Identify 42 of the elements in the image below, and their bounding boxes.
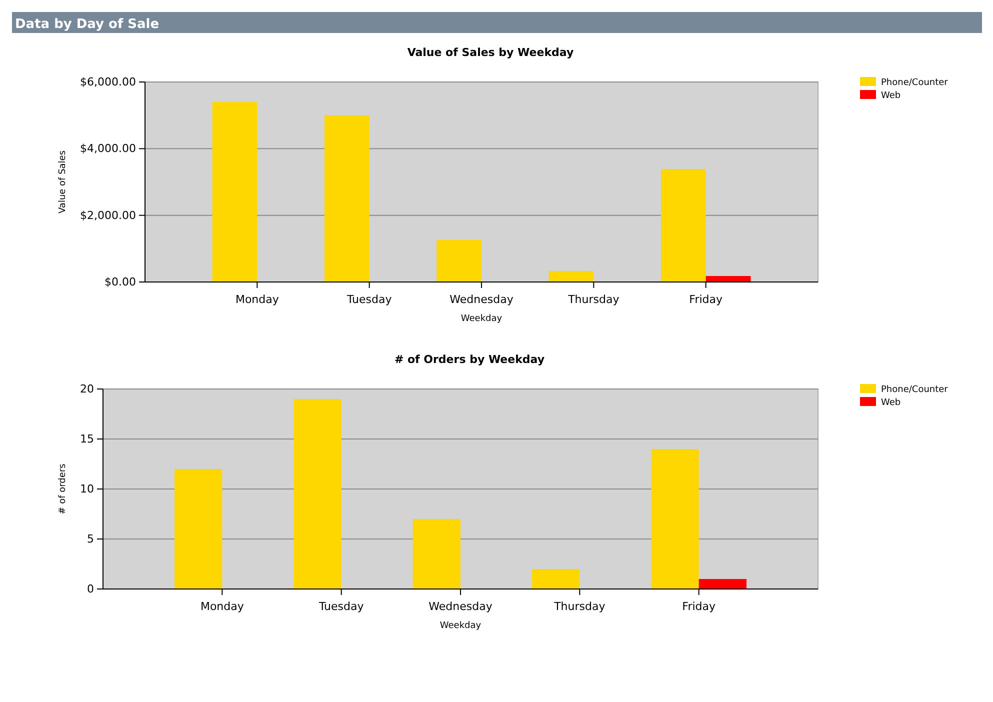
bar <box>174 469 222 589</box>
bar <box>651 449 699 589</box>
x-tick-label: Monday <box>235 293 280 306</box>
y-axis-title: # of orders <box>58 463 68 514</box>
y-tick-label: $4,000.00 <box>80 142 136 156</box>
bar <box>660 169 706 282</box>
chart-title: Value of Sales by Weekday <box>407 46 574 59</box>
x-tick-label: Tuesday <box>346 293 392 306</box>
bar <box>212 102 258 282</box>
y-tick-label: 10 <box>80 482 94 496</box>
legend-label: Web <box>881 91 901 101</box>
y-axis-title: Value of Sales <box>58 150 68 214</box>
y-tick-label: 15 <box>80 432 94 446</box>
bar <box>548 271 594 282</box>
x-tick-label: Monday <box>200 600 244 614</box>
x-tick-label: Thursday <box>553 600 606 614</box>
x-axis-title: Weekday <box>460 314 503 324</box>
text: Data by Day of Sale <box>15 17 160 32</box>
x-tick-label: Friday <box>689 293 723 306</box>
x-tick-label: Wednesday <box>428 600 493 614</box>
x-axis-title: Weekday <box>440 621 482 631</box>
bar <box>698 579 746 589</box>
chart-title: # of Orders by Weekday <box>394 353 545 366</box>
bar <box>412 519 460 589</box>
x-tick-label: Friday <box>682 600 716 614</box>
x-tick-label: Wednesday <box>450 293 514 306</box>
x-tick-label: Thursday <box>567 293 620 306</box>
x-tick-label: Tuesday <box>318 600 364 614</box>
bar <box>294 399 342 589</box>
y-tick-label: 0 <box>87 582 94 596</box>
y-tick-label: 5 <box>87 532 94 546</box>
bar <box>706 276 751 282</box>
bar <box>324 115 370 282</box>
y-tick-label: 20 <box>80 382 94 396</box>
legend-label: Phone/Counter <box>881 78 948 88</box>
legend-label: Web <box>881 398 901 408</box>
legend-label: Phone/Counter <box>881 385 948 395</box>
y-tick-label: $2,000.00 <box>80 208 136 222</box>
bar <box>436 240 482 282</box>
bar <box>532 569 580 589</box>
y-tick-label: $6,000.00 <box>80 76 136 89</box>
y-tick-label: $0.00 <box>104 276 136 289</box>
